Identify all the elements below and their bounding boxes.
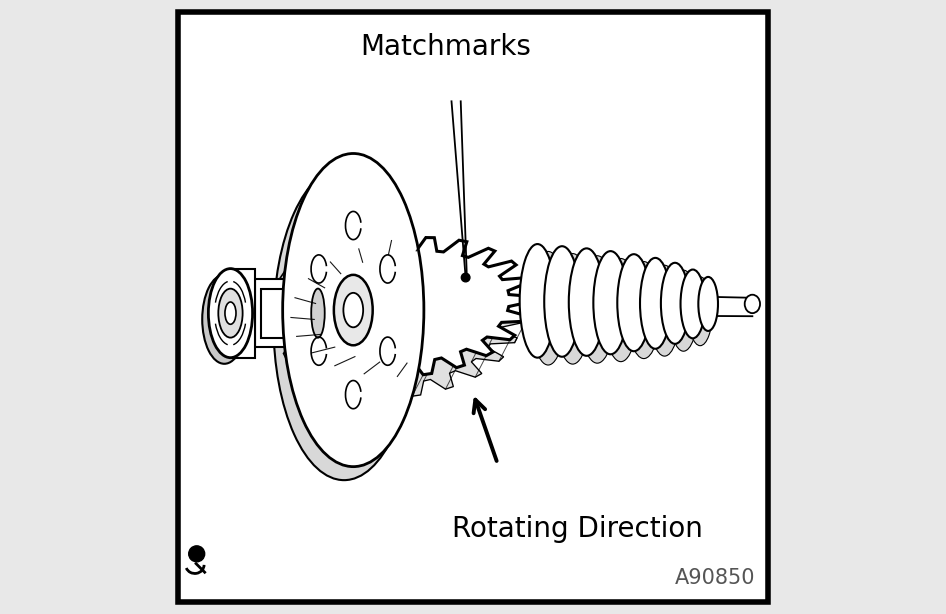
Ellipse shape [627, 262, 660, 359]
Ellipse shape [531, 252, 566, 365]
Ellipse shape [343, 293, 363, 327]
Ellipse shape [544, 246, 580, 357]
Ellipse shape [219, 289, 242, 338]
Ellipse shape [618, 254, 651, 351]
Ellipse shape [661, 263, 689, 344]
Ellipse shape [698, 277, 718, 331]
Ellipse shape [580, 256, 615, 363]
Ellipse shape [688, 277, 712, 346]
Ellipse shape [745, 295, 760, 313]
Text: Matchmarks: Matchmarks [359, 33, 531, 61]
Ellipse shape [569, 249, 604, 356]
Ellipse shape [555, 254, 590, 364]
Text: Rotating Direction: Rotating Direction [452, 515, 703, 543]
Ellipse shape [593, 251, 628, 354]
Ellipse shape [649, 265, 680, 356]
Ellipse shape [311, 289, 324, 338]
Ellipse shape [680, 270, 705, 338]
Polygon shape [280, 259, 521, 398]
Circle shape [188, 546, 204, 562]
Polygon shape [261, 289, 318, 338]
Ellipse shape [208, 269, 253, 357]
Polygon shape [255, 279, 312, 347]
Ellipse shape [519, 244, 555, 358]
Ellipse shape [273, 167, 414, 480]
Ellipse shape [640, 258, 671, 349]
Ellipse shape [202, 275, 247, 363]
Ellipse shape [604, 258, 638, 362]
Polygon shape [291, 238, 533, 376]
Text: A90850: A90850 [674, 568, 756, 588]
Ellipse shape [283, 154, 424, 467]
Ellipse shape [225, 302, 236, 324]
Circle shape [462, 273, 470, 282]
Ellipse shape [670, 270, 697, 351]
Ellipse shape [334, 275, 373, 345]
Polygon shape [231, 269, 255, 358]
